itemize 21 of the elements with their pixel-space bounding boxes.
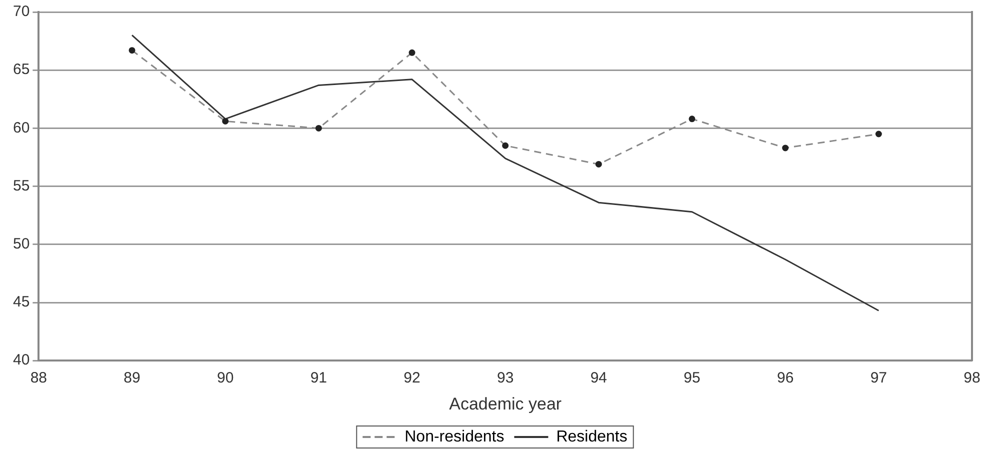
x-tick-label: 95	[684, 370, 700, 387]
legend-label: Non-residents	[404, 428, 504, 446]
x-tick-label: 89	[124, 370, 140, 387]
y-tick-label: 50	[12, 236, 30, 253]
y-tick-label: 60	[12, 119, 30, 136]
y-tick-label: 45	[12, 294, 30, 311]
x-axis-title: Academic year	[449, 394, 562, 414]
y-tick-label: 70	[12, 3, 30, 20]
y-tick-label: 40	[12, 352, 30, 369]
y-tick-label: 65	[12, 61, 30, 78]
x-tick-label: 94	[590, 370, 608, 387]
x-tick-label: 96	[776, 370, 794, 387]
x-tick-label: 88	[30, 370, 48, 387]
x-tick-label: 93	[497, 370, 514, 387]
x-tick-label: 92	[404, 370, 420, 387]
legend-label: Residents	[556, 428, 628, 446]
x-tick-label: 97	[870, 370, 888, 387]
y-tick-label: 55	[12, 177, 30, 194]
x-tick-label: 90	[217, 370, 234, 387]
x-tick-label: 98	[964, 370, 980, 387]
x-tick-label: 91	[310, 370, 328, 387]
